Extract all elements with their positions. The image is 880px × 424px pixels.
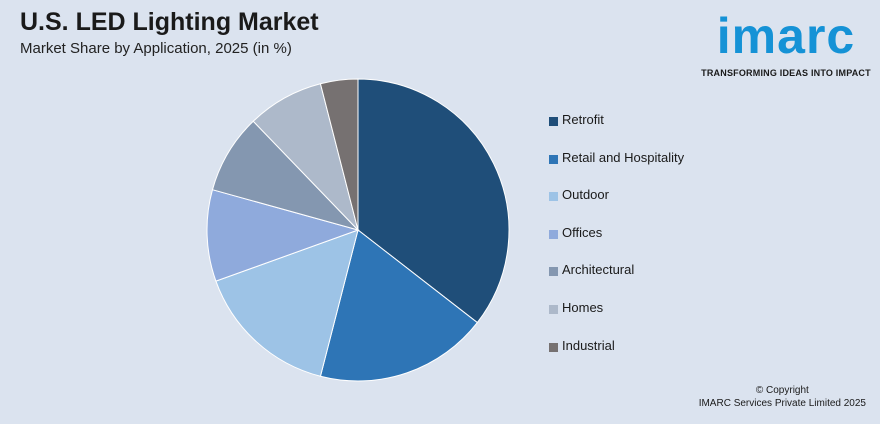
chart-title: U.S. LED Lighting Market — [20, 8, 319, 36]
legend-label: Industrial — [562, 337, 615, 353]
logo-wordmark: imarc — [716, 8, 856, 64]
pie-slice-offices — [206, 189, 360, 282]
legend-swatch — [549, 342, 558, 352]
pie-slice-industrial — [319, 78, 359, 231]
chart-subtitle: Market Share by Application, 2025 (in %) — [20, 40, 292, 57]
copyright-notice: © Copyright IMARC Services Private Limit… — [699, 384, 866, 410]
imarc-logo: imarc TRANSFORMING IDEAS INTO IMPACT — [700, 6, 872, 80]
legend-swatch — [549, 154, 558, 164]
legend-swatch — [549, 304, 558, 314]
pie-slice-outdoor — [215, 229, 359, 377]
legend-label: Outdoor — [562, 187, 609, 203]
pie-slice-retail-and-hospitality — [319, 229, 479, 382]
copyright-line-1: © Copyright — [755, 385, 809, 396]
pie-slice-retrofit — [357, 78, 510, 324]
pie-chart — [206, 78, 510, 382]
legend-label: Homes — [562, 299, 604, 315]
logo-tagline: TRANSFORMING IDEAS INTO IMPACT — [701, 68, 871, 78]
legend-swatch — [549, 117, 558, 126]
legend-swatch — [549, 267, 558, 277]
legend-label: Retail and Hospitality — [562, 149, 685, 165]
legend-label: Retrofit — [562, 112, 604, 127]
legend-swatch — [549, 192, 558, 202]
legend-swatch — [549, 229, 558, 239]
copyright-line-2: IMARC Services Private Limited 2025 — [698, 398, 866, 409]
legend-label: Architectural — [562, 262, 635, 278]
legend-label: Offices — [562, 224, 603, 240]
